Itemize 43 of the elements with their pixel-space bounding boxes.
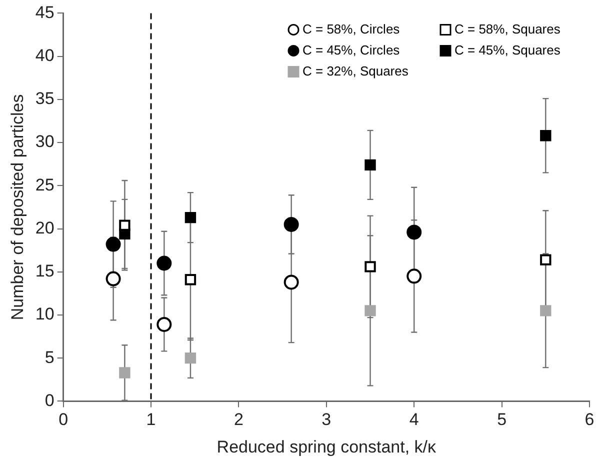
legend-label: C = 58%, Squares xyxy=(454,21,561,36)
x-tick-label: 4 xyxy=(409,410,419,430)
point xyxy=(184,352,196,364)
x-tick-label: 1 xyxy=(146,410,156,430)
point xyxy=(364,159,376,171)
point xyxy=(184,212,196,224)
y-tick-label: 35 xyxy=(35,89,54,108)
point xyxy=(540,130,552,142)
x-tick-label: 6 xyxy=(584,410,594,430)
point xyxy=(284,216,299,232)
x-tick-label: 0 xyxy=(58,410,68,430)
point xyxy=(106,236,121,252)
point xyxy=(284,274,299,290)
y-tick-label: 10 xyxy=(35,304,54,324)
x-tick-label: 2 xyxy=(234,410,244,430)
y-tick-label: 0 xyxy=(44,390,54,410)
y-tick-label: 25 xyxy=(35,175,54,194)
y-tick-label: 40 xyxy=(35,46,54,65)
point xyxy=(406,224,422,240)
point xyxy=(106,271,121,286)
point xyxy=(540,305,552,316)
point xyxy=(156,316,172,332)
y-tick-label: 15 xyxy=(35,262,54,281)
point xyxy=(364,305,376,316)
y-tick-label: 30 xyxy=(35,132,54,152)
legend-label: C = 45%, Circles xyxy=(302,42,400,58)
legend-label: C = 58%, Circles xyxy=(302,21,400,36)
point xyxy=(406,268,422,284)
point xyxy=(119,367,130,378)
y-tick-label: 45 xyxy=(35,2,54,22)
x-axis-title: Reduced spring constant, k/κ xyxy=(216,437,437,456)
legend-label: C = 45%, Squares xyxy=(454,42,561,58)
y-axis-title: Number of deposited particles xyxy=(8,94,27,320)
legend-label: C = 32%, Squares xyxy=(302,63,409,78)
x-tick-label: 3 xyxy=(322,410,332,430)
point xyxy=(364,261,376,272)
point xyxy=(156,256,172,271)
y-tick-label: 5 xyxy=(44,348,54,367)
point xyxy=(184,274,196,286)
x-tick-label: 5 xyxy=(497,410,507,430)
point xyxy=(119,220,130,231)
point xyxy=(540,254,552,266)
y-tick-label: 20 xyxy=(35,218,54,238)
